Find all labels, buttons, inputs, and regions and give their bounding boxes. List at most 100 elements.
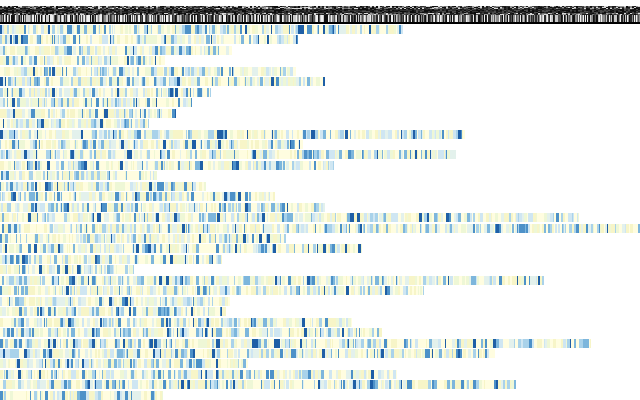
header-stripe bbox=[67, 15, 68, 22]
header-noise-pixel bbox=[398, 13, 400, 14]
header-stripe bbox=[210, 15, 211, 22]
header-noise-pixel bbox=[370, 11, 372, 12]
barcode-cell bbox=[94, 66, 97, 76]
header-noise-pixel bbox=[22, 9, 24, 10]
header-noise-pixel bbox=[40, 13, 42, 14]
header-noise-pixel bbox=[96, 14, 98, 15]
header-noise-pixel bbox=[634, 12, 636, 13]
header-noise-pixel bbox=[420, 6, 422, 7]
barcode-cell bbox=[144, 129, 146, 139]
header-noise-pixel bbox=[118, 6, 120, 7]
barcode-cell bbox=[107, 129, 108, 139]
barcode-cell bbox=[150, 87, 151, 97]
header-noise-pixel bbox=[274, 10, 276, 11]
header-stripe bbox=[299, 15, 300, 22]
header-noise-pixel bbox=[18, 14, 20, 15]
header-noise-pixel bbox=[450, 8, 452, 9]
header-stripe bbox=[588, 15, 589, 22]
barcode-cell bbox=[61, 119, 64, 129]
header-noise-pixel bbox=[90, 8, 92, 9]
header-noise-pixel bbox=[400, 11, 402, 12]
header-noise-pixel bbox=[2, 10, 4, 11]
header-noise-pixel bbox=[90, 10, 92, 11]
header-noise-pixel bbox=[442, 9, 444, 10]
header-stripe bbox=[585, 15, 586, 22]
header-noise-pixel bbox=[242, 10, 244, 11]
header-noise-pixel bbox=[246, 6, 248, 7]
header-noise-pixel bbox=[534, 8, 536, 9]
header-stripe bbox=[255, 15, 256, 22]
header-noise-pixel bbox=[168, 12, 170, 13]
header-noise-pixel bbox=[496, 13, 498, 14]
header-noise-pixel bbox=[58, 12, 60, 13]
barcode-cell bbox=[220, 66, 221, 76]
barcode-cell bbox=[145, 66, 147, 76]
header-noise-pixel bbox=[56, 8, 58, 9]
barcode-cell bbox=[278, 25, 281, 34]
header-noise-pixel bbox=[338, 14, 340, 15]
barcode-cell bbox=[86, 35, 88, 45]
header-noise-pixel bbox=[288, 11, 290, 12]
header-stripe bbox=[140, 15, 141, 22]
header-noise-pixel bbox=[166, 8, 168, 9]
header-noise-pixel bbox=[224, 10, 226, 11]
header-noise-pixel bbox=[430, 12, 432, 13]
header-stripe bbox=[284, 15, 285, 22]
header-noise-pixel bbox=[32, 8, 34, 9]
header-stripe bbox=[148, 15, 149, 22]
header-noise-pixel bbox=[206, 11, 208, 12]
header-noise-pixel bbox=[192, 13, 194, 14]
header-noise-pixel bbox=[508, 11, 510, 12]
header-noise-pixel bbox=[394, 14, 396, 15]
header-noise-pixel bbox=[86, 6, 88, 7]
header-noise-pixel bbox=[174, 7, 176, 8]
header-noise-pixel bbox=[392, 7, 394, 8]
barcode-cell bbox=[142, 129, 144, 139]
header-noise-pixel bbox=[192, 9, 194, 10]
barcode-cell bbox=[38, 119, 41, 129]
header-noise-pixel bbox=[412, 7, 414, 8]
header-noise-pixel bbox=[216, 8, 218, 9]
barcode-cell bbox=[401, 25, 403, 34]
header-noise-pixel bbox=[230, 14, 232, 15]
barcode-cell bbox=[37, 87, 40, 97]
barcode-cell bbox=[72, 108, 75, 118]
barcode-cell bbox=[132, 77, 134, 87]
barcode-cell bbox=[120, 87, 123, 97]
header-noise-pixel bbox=[116, 6, 118, 7]
header-noise-pixel bbox=[26, 6, 28, 7]
header-noise-pixel bbox=[558, 14, 560, 15]
header-noise-pixel bbox=[278, 9, 280, 10]
header-noise-pixel bbox=[134, 7, 136, 8]
header-noise-pixel bbox=[146, 12, 148, 13]
header-noise-pixel bbox=[386, 11, 388, 12]
header-noise-pixel bbox=[34, 11, 36, 12]
barcode-cell bbox=[134, 77, 135, 87]
barcode-cell bbox=[79, 35, 80, 45]
header-noise-pixel bbox=[314, 12, 316, 13]
header-noise-pixel bbox=[170, 10, 172, 11]
header-noise-pixel bbox=[444, 14, 446, 15]
barcode-cell bbox=[48, 87, 50, 97]
header-noise-pixel bbox=[38, 6, 40, 7]
header-noise-pixel bbox=[226, 7, 228, 8]
header-noise-pixel bbox=[430, 6, 432, 7]
header-noise-pixel bbox=[262, 6, 264, 7]
barcode-cell bbox=[177, 66, 178, 76]
header-noise-pixel bbox=[152, 8, 154, 9]
header-noise-pixel bbox=[616, 10, 618, 11]
header-noise-pixel bbox=[274, 6, 276, 7]
header-stripe bbox=[452, 15, 453, 22]
barcode-cell bbox=[32, 45, 35, 55]
barcode-cell bbox=[134, 25, 137, 34]
header-noise-pixel bbox=[214, 11, 216, 12]
barcode-cell bbox=[120, 119, 121, 129]
header-stripe bbox=[609, 15, 610, 22]
barcode-cell bbox=[332, 25, 333, 34]
barcode-cell bbox=[160, 87, 161, 97]
header-noise-pixel bbox=[380, 6, 382, 7]
barcode-cell bbox=[40, 66, 42, 76]
barcode-cell bbox=[164, 25, 167, 34]
barcode-cell bbox=[163, 87, 166, 97]
barcode-cell bbox=[114, 56, 115, 66]
